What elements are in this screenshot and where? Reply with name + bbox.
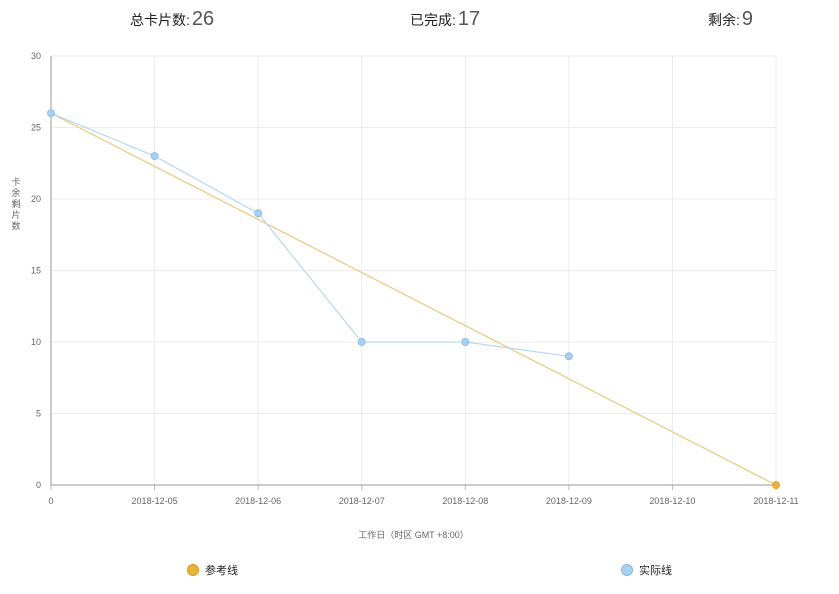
actual-series-line [50,112,569,357]
chart-axes: 0 5 10 15 20 25 30 0 2018-12-05 2018-12-06 2018-12… [31,51,799,506]
y-tick-label: 20 [31,194,41,204]
x-tick-label: 2018-12-11 [753,496,798,506]
remaining-stat: 剩余: 9 [708,8,753,31]
total-cards-value: 26 [191,8,215,30]
legend-reference-label: 参考线 [205,565,238,577]
completed-value: 17 [457,8,481,30]
legend-item-reference[interactable]: 参考线 [187,562,238,578]
y-tick-label: 30 [31,51,41,61]
actual-data-point[interactable] [254,209,263,218]
reference-data-point[interactable] [772,481,780,489]
chart-series [47,109,780,489]
x-tick-label: 2018-12-10 [649,496,695,506]
actual-data-point[interactable] [47,109,55,118]
y-tick-label: 10 [31,337,41,347]
x-tick-label: 2018-12-08 [442,496,488,506]
completed-stat: 已完成: 17 [410,8,480,31]
y-tick-label: 15 [31,266,41,276]
remaining-value: 9 [741,8,753,30]
x-tick-label: 2018-12-06 [235,496,281,506]
actual-data-point[interactable] [150,152,159,161]
total-cards-stat: 总卡片数: 26 [130,8,214,31]
actual-data-point[interactable] [357,338,366,346]
actual-data-point[interactable] [461,338,470,346]
legend-actual-label: 实际线 [639,565,672,577]
x-axis-title: 工作日（时区 GMT +8:00） [358,529,469,540]
legend-item-actual[interactable]: 实际线 [621,562,672,578]
x-tick-label: 2018-12-05 [132,496,178,506]
reference-series-line [50,112,777,486]
y-tick-label: 0 [36,480,41,490]
y-axis-title: 卡余剩片数 [11,176,20,231]
remaining-label: 剩余: [707,12,740,28]
x-tick-label: 2018-12-09 [546,496,592,506]
x-tick-label: 0 [48,496,53,506]
total-cards-label: 总卡片数: [130,12,190,28]
y-tick-label: 25 [31,123,41,133]
legend-actual-marker [621,564,633,576]
actual-data-point[interactable] [564,352,573,361]
chart-grid [50,55,777,486]
legend-reference-marker [187,564,199,576]
stats-bar: 总卡片数: 26 已完成: 17 剩余: 9 [0,0,839,44]
x-tick-label: 2018-12-07 [339,496,385,506]
completed-label: 已完成: [410,12,456,28]
y-tick-label: 5 [36,409,41,419]
